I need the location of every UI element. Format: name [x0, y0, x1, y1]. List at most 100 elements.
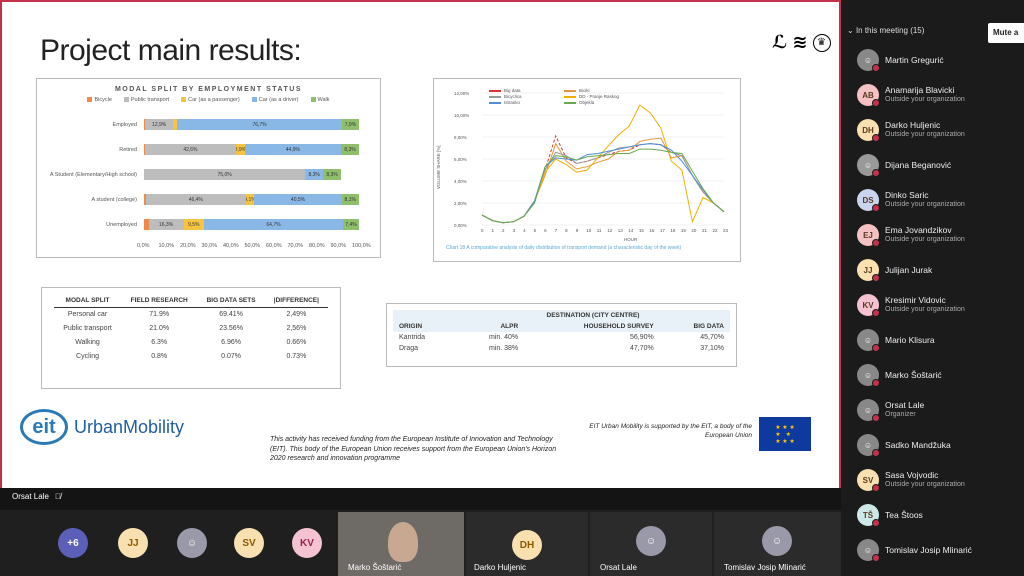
status-dot-icon	[872, 484, 880, 492]
participant-item[interactable]: ☺ Marko Šoštarić	[841, 360, 1024, 390]
table-header: MODAL SPLIT	[54, 294, 122, 308]
faculty-logo-icon: ≋	[792, 32, 808, 52]
participant-item[interactable]: ☺ Sadko Mandžuka	[841, 430, 1024, 460]
x-tick-label: 10	[586, 228, 592, 233]
participant-avatar-jj[interactable]: JJ	[118, 528, 148, 558]
status-dot-icon	[872, 239, 880, 247]
bar-segment: 64,7%	[203, 219, 344, 230]
university-logo-icon: ℒ	[772, 32, 788, 52]
participant-item[interactable]: ☺ Dijana Beganović	[841, 150, 1024, 180]
y-tick-label: 6,00%	[454, 157, 467, 162]
participant-item[interactable]: EJ Ema Jovandzikov Outside your organizati…	[841, 220, 1024, 250]
tile-name: Marko Šoštarić	[348, 563, 402, 572]
participant-subtitle: Outside your organization	[885, 201, 965, 208]
x-tick-label: 90,0%	[330, 243, 347, 249]
legend-item: Big data	[489, 88, 564, 93]
participant-avatar-kv[interactable]: KV	[292, 528, 322, 558]
daily-distribution-chart: Big data Bicikl Bicyclica DD - Pranje Rasko…	[433, 78, 741, 262]
logo-text: UrbanMobility	[74, 416, 185, 437]
participants-panel: ⌄ In this meeting (15) ☺ Martin Gregurić A…	[841, 0, 1024, 576]
table-header: FIELD RESEARCH	[121, 294, 198, 308]
bar-segment	[144, 194, 146, 205]
participant-item[interactable]: ☺ Mario Klisura	[841, 325, 1024, 355]
bar-segment: 8,3%	[305, 169, 324, 180]
table-cell: 47,70%	[629, 345, 654, 352]
participant-name: Mario Klisura	[885, 335, 935, 345]
x-tick-label: 12	[607, 228, 613, 233]
stacked-bar: 16,3% 9,5% 64,7% 7,4%	[144, 219, 359, 230]
participant-avatar-photo[interactable]: ☺	[177, 528, 207, 558]
participant-name: Orsat Lale	[885, 400, 925, 410]
overflow-participants-button[interactable]: +6	[58, 528, 88, 558]
status-dot-icon	[872, 134, 880, 142]
x-tick-label: 0	[481, 228, 484, 233]
row-label: Retired	[119, 147, 137, 153]
table-cell: 0.07%	[221, 353, 241, 360]
bar-segment: 44,9%	[244, 144, 342, 155]
mute-all-button[interactable]: Mute a	[988, 23, 1024, 43]
funding-note: This activity has received funding from …	[270, 436, 557, 462]
status-dot-icon	[872, 64, 880, 72]
status-dot-icon	[872, 554, 880, 562]
table-row: Personal car 71.9% 69.41% 2,49%	[54, 308, 328, 322]
y-tick-label: 0,00%	[454, 223, 467, 228]
table-cell: Personal car	[67, 311, 108, 319]
participant-name: Sasa Vojvodic	[885, 470, 939, 480]
tile-name: Tomislav Josip Mlinarić	[724, 563, 806, 572]
table-row: Cycling 0.8% 0.07% 0.73%	[54, 350, 328, 364]
x-tick-label: 20,0%	[180, 243, 196, 249]
participant-name: Martin Gregurić	[885, 55, 944, 65]
participant-name: Darko Huljenic	[885, 120, 941, 130]
table-header: HOUSEHOLD SURVEY	[524, 321, 660, 332]
line-chart-svg: 12,00%10,00%8,00%6,00%4,00%2,00%0,00%0 1 2…	[454, 91, 729, 233]
participant-item[interactable]: JJ Julijan Jurak	[841, 255, 1024, 285]
participant-name: Kresimir Vidovic	[885, 295, 946, 305]
video-tile-darko[interactable]: DH Darko Huljenic	[466, 512, 588, 576]
series-line	[481, 148, 725, 224]
x-tick-label: 21	[702, 228, 708, 233]
participant-item[interactable]: AB Anamarija Blavicki Outside your organiz…	[841, 80, 1024, 110]
eit-support-note: EIT Urban Mobility is supported by the E…	[589, 423, 752, 439]
participant-item[interactable]: DH Darko Huljenic Outside your organizatio…	[841, 115, 1024, 145]
y-tick-label: 4,00%	[454, 179, 467, 184]
participant-item[interactable]: ☺ Tomislav Josip Mlinarić	[841, 535, 1024, 565]
table-cell: Kantrida	[399, 334, 426, 341]
video-tile-orsat[interactable]: ☺ Orsat Lale	[590, 512, 712, 576]
bar-segment: 7,4%	[343, 219, 359, 230]
participant-item[interactable]: DS Dinko Saric Outside your organization	[841, 185, 1024, 215]
table-cell: 69.41%	[219, 311, 243, 319]
participant-item[interactable]: ☺ Martin Gregurić	[841, 45, 1024, 75]
tile-name: Orsat Lale	[600, 563, 637, 572]
header-logos: ℒ ≋ ♛	[772, 32, 831, 53]
legend-item: Bicyclica	[489, 94, 564, 99]
eit-logo-mark: eit	[20, 409, 68, 445]
series-line	[481, 137, 725, 224]
presenter-name: Orsat Lale	[12, 492, 49, 501]
participant-item[interactable]: ☺ Orsat Lale Organizer	[841, 395, 1024, 425]
participant-item[interactable]: SV Sasa Vojvodic Outside your organization	[841, 465, 1024, 495]
video-tile-tomislav[interactable]: ☺ Tomislav Josip Mlinarić	[714, 512, 841, 576]
comparison-table: MODAL SPLIT FIELD RESEARCH BIG DATA SETS |D…	[54, 294, 328, 364]
table-cell: Draga	[399, 345, 419, 352]
table-cell: min. 38%	[488, 345, 519, 352]
table-cell: min. 40%	[488, 334, 519, 341]
bar-segment: 46,4%	[145, 194, 246, 205]
participant-item[interactable]: TŠ Tea Štoos	[841, 500, 1024, 530]
participant-name: Anamarija Blavicki	[885, 85, 955, 95]
row-label: A student (college)	[91, 197, 137, 203]
stacked-bar: 46,4%4,1%40,5%8,1%	[144, 194, 359, 205]
bar-segment: 4,1%	[245, 194, 255, 205]
participant-name: Dijana Beganović	[885, 160, 952, 170]
chart-title: MODAL SPLIT BY EMPLOYMENT STATUS	[114, 86, 303, 93]
x-tick-label: 30,0%	[201, 243, 218, 249]
table-cell: Cycling	[76, 353, 99, 360]
participant-video	[388, 522, 418, 562]
x-tick-label: 14	[628, 228, 634, 233]
video-tile-marko[interactable]: Marko Šoštarić	[338, 512, 464, 576]
participant-item[interactable]: KV Kresimir Vidovic Outside your organizat…	[841, 290, 1024, 320]
participant-avatar-sv[interactable]: SV	[234, 528, 264, 558]
participants-header[interactable]: ⌄ In this meeting (15)	[847, 26, 924, 35]
bar-segment	[144, 119, 146, 130]
participant-name: Dinko Saric	[885, 190, 929, 200]
x-tick-label: 16	[649, 228, 655, 233]
